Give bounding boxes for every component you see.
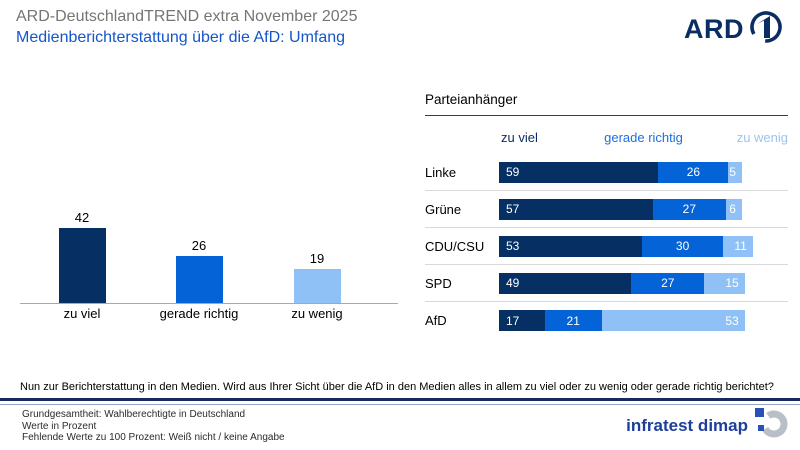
stacked-row-afd: AfD 17 21 53 [425, 302, 788, 339]
stacked-segment: 53 [499, 235, 643, 257]
stacked-segment: 5 [728, 161, 742, 183]
stacked-segment: 15 [704, 272, 745, 294]
stacked-segment: 27 [652, 198, 726, 220]
stacked-bar-track: 53 30 11 [499, 235, 769, 257]
party-label: Grüne [425, 201, 462, 217]
party-label: SPD [425, 275, 452, 291]
bar-value-label: 26 [191, 238, 207, 253]
supertitle: ARD-DeutschlandTREND extra November 2025 [16, 8, 358, 25]
stacked-segment: 59 [499, 161, 659, 183]
panel-title: Parteianhänger [425, 92, 788, 116]
stacked-segment: 21 [544, 310, 602, 331]
ard-logo-text: ARD [684, 14, 744, 44]
stacked-row-spd: SPD 49 27 15 [425, 265, 788, 302]
stacked-segment: 30 [642, 235, 724, 257]
footnote-line: Werte in Prozent [22, 420, 97, 432]
bar-category-label: zu viel [63, 306, 101, 321]
stacked-segment: 27 [631, 272, 705, 294]
party-label: Linke [425, 164, 457, 180]
footnote-line: Fehlende Werte zu 100 Prozent: Weiß nich… [22, 432, 285, 443]
footer-rule-thick [0, 398, 800, 401]
stacked-bar-rows: Linke 59 26 5 Grüne 57 27 6 CDU/CSU 53 30 11 SPD 49 27… [425, 154, 788, 339]
infratest-dimap-icon [755, 408, 788, 443]
bar [58, 228, 106, 303]
stacked-segment: 49 [499, 272, 632, 294]
stacked-segment: 57 [499, 198, 653, 220]
footnotes: Grundgesamtheit: Wahlberechtigte in Deut… [22, 409, 285, 444]
party-panel: Parteianhänger zu viel gerade richtig zu… [425, 92, 788, 339]
bar-chart-category-labels: zu viel gerade richtig zu wenig [20, 306, 398, 324]
bar [175, 256, 223, 303]
bar-column: 19 [267, 251, 367, 303]
stacked-bar-track: 57 27 6 [499, 198, 769, 220]
stacked-segment: 17 [499, 310, 545, 331]
series-header-gerade-richtig: gerade richtig [604, 130, 683, 145]
infratest-dimap-text: infratest dimap [626, 415, 748, 435]
infratest-dimap-brand: infratest dimap [626, 408, 788, 443]
survey-question: Nun zur Berichterstattung in den Medien.… [20, 381, 774, 393]
stacked-segment: 11 [723, 235, 753, 257]
stacked-bar-track: 49 27 15 [499, 272, 769, 294]
stacked-series-headers: zu viel gerade richtig zu wenig [499, 130, 788, 148]
footnote-line: Grundgesamtheit: Wahlberechtigte in Deut… [22, 409, 246, 420]
stacked-segment: 53 [601, 310, 745, 331]
series-header-zu-viel: zu viel [501, 130, 538, 145]
bar-column: 42 [32, 210, 132, 303]
party-label: AfD [425, 313, 447, 328]
footer-rule-thin [0, 404, 800, 405]
bar [293, 269, 341, 303]
stacked-bar-track: 59 26 5 [499, 161, 769, 183]
ard-logo: ARD [684, 8, 786, 51]
bar-value-label: 19 [309, 251, 325, 266]
stacked-row-cducsu: CDU/CSU 53 30 11 [425, 228, 788, 265]
series-header-zu-wenig: zu wenig [736, 130, 788, 145]
simple-bar-chart: 42 26 19 [20, 200, 398, 304]
stacked-segment: 26 [658, 161, 729, 183]
stacked-row-linke: Linke 59 26 5 [425, 154, 788, 191]
title-block: ARD-DeutschlandTREND extra November 2025… [16, 6, 357, 48]
page-title: Medienberichterstattung über die AfD: Um… [16, 29, 346, 46]
bar-value-label: 42 [74, 210, 90, 225]
party-label: CDU/CSU [425, 238, 485, 254]
stacked-segment: 6 [725, 198, 742, 220]
bar-column: 26 [149, 238, 249, 303]
bar-category-label: gerade richtig [159, 306, 239, 321]
ard-one-circle-icon [746, 8, 786, 51]
stacked-bar-track: 17 21 53 [499, 310, 769, 331]
stacked-row-grne: Grüne 57 27 6 [425, 191, 788, 228]
bar-category-label: zu wenig [291, 306, 343, 321]
